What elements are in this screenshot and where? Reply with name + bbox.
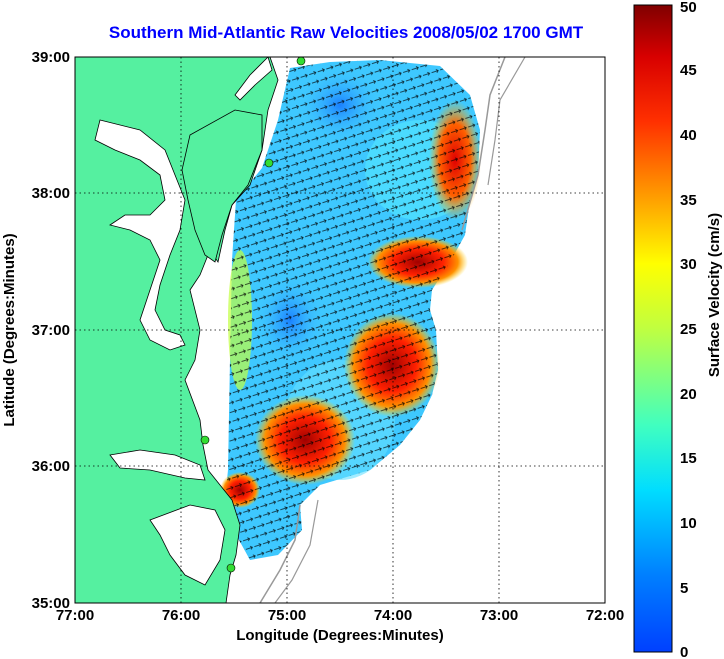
y-axis-label: Latitude (Degrees:Minutes) bbox=[1, 233, 18, 426]
colorbar-tick: 10 bbox=[680, 515, 697, 532]
x-tick: 74:00 bbox=[374, 607, 412, 624]
colorbar-label: Surface Velocity (cm/s) bbox=[706, 213, 723, 377]
colorbar-tick: 0 bbox=[680, 644, 688, 659]
pamlico-sound bbox=[149, 504, 226, 586]
bathymetry-contour bbox=[274, 499, 319, 603]
delmarva-peninsula bbox=[181, 109, 263, 263]
x-tick: 72:00 bbox=[586, 607, 624, 624]
y-axis-ticks: 39:00 38:00 37:00 36:00 35:00 bbox=[32, 49, 70, 612]
delaware-bay bbox=[234, 57, 273, 101]
colorbar-tick: 40 bbox=[680, 127, 697, 144]
colorbar bbox=[633, 4, 673, 653]
x-tick: 77:00 bbox=[56, 607, 94, 624]
station-marker bbox=[264, 158, 274, 168]
colorbar-tick: 35 bbox=[680, 192, 697, 209]
colorbar-tick: 15 bbox=[680, 450, 697, 467]
bathymetry-contour bbox=[461, 57, 506, 231]
y-tick: 36:00 bbox=[32, 458, 70, 475]
vector-arrows bbox=[225, 60, 480, 560]
x-tick: 75:00 bbox=[268, 607, 306, 624]
bathymetry-contour bbox=[487, 57, 526, 186]
grid-lines bbox=[75, 57, 605, 603]
colorbar-ticks: 0 5 10 15 20 25 30 35 40 45 50 bbox=[680, 0, 697, 659]
colorbar-tick: 50 bbox=[680, 0, 697, 16]
map-title: Southern Mid-Atlantic Raw Velocities 200… bbox=[109, 23, 584, 42]
y-tick: 37:00 bbox=[32, 322, 70, 339]
x-tick: 76:00 bbox=[162, 607, 200, 624]
colorbar-tick: 5 bbox=[680, 580, 688, 597]
colorbar-tick: 20 bbox=[680, 386, 697, 403]
y-tick: 35:00 bbox=[32, 595, 70, 612]
colorbar-tick: 25 bbox=[680, 321, 697, 338]
chesapeake-bay bbox=[94, 119, 186, 351]
y-tick: 39:00 bbox=[32, 49, 70, 66]
station-marker bbox=[296, 57, 306, 66]
y-tick: 38:00 bbox=[32, 185, 70, 202]
colorbar-tick: 30 bbox=[680, 256, 697, 273]
station-marker bbox=[226, 563, 236, 573]
bathymetry-contour bbox=[259, 504, 301, 603]
x-axis-label: Longitude (Degrees:Minutes) bbox=[236, 627, 444, 644]
colorbar-tick: 45 bbox=[680, 62, 697, 79]
x-tick: 73:00 bbox=[480, 607, 518, 624]
station-marker bbox=[200, 435, 210, 445]
x-axis-ticks: 77:00 76:00 75:00 74:00 73:00 72:00 bbox=[56, 607, 624, 624]
